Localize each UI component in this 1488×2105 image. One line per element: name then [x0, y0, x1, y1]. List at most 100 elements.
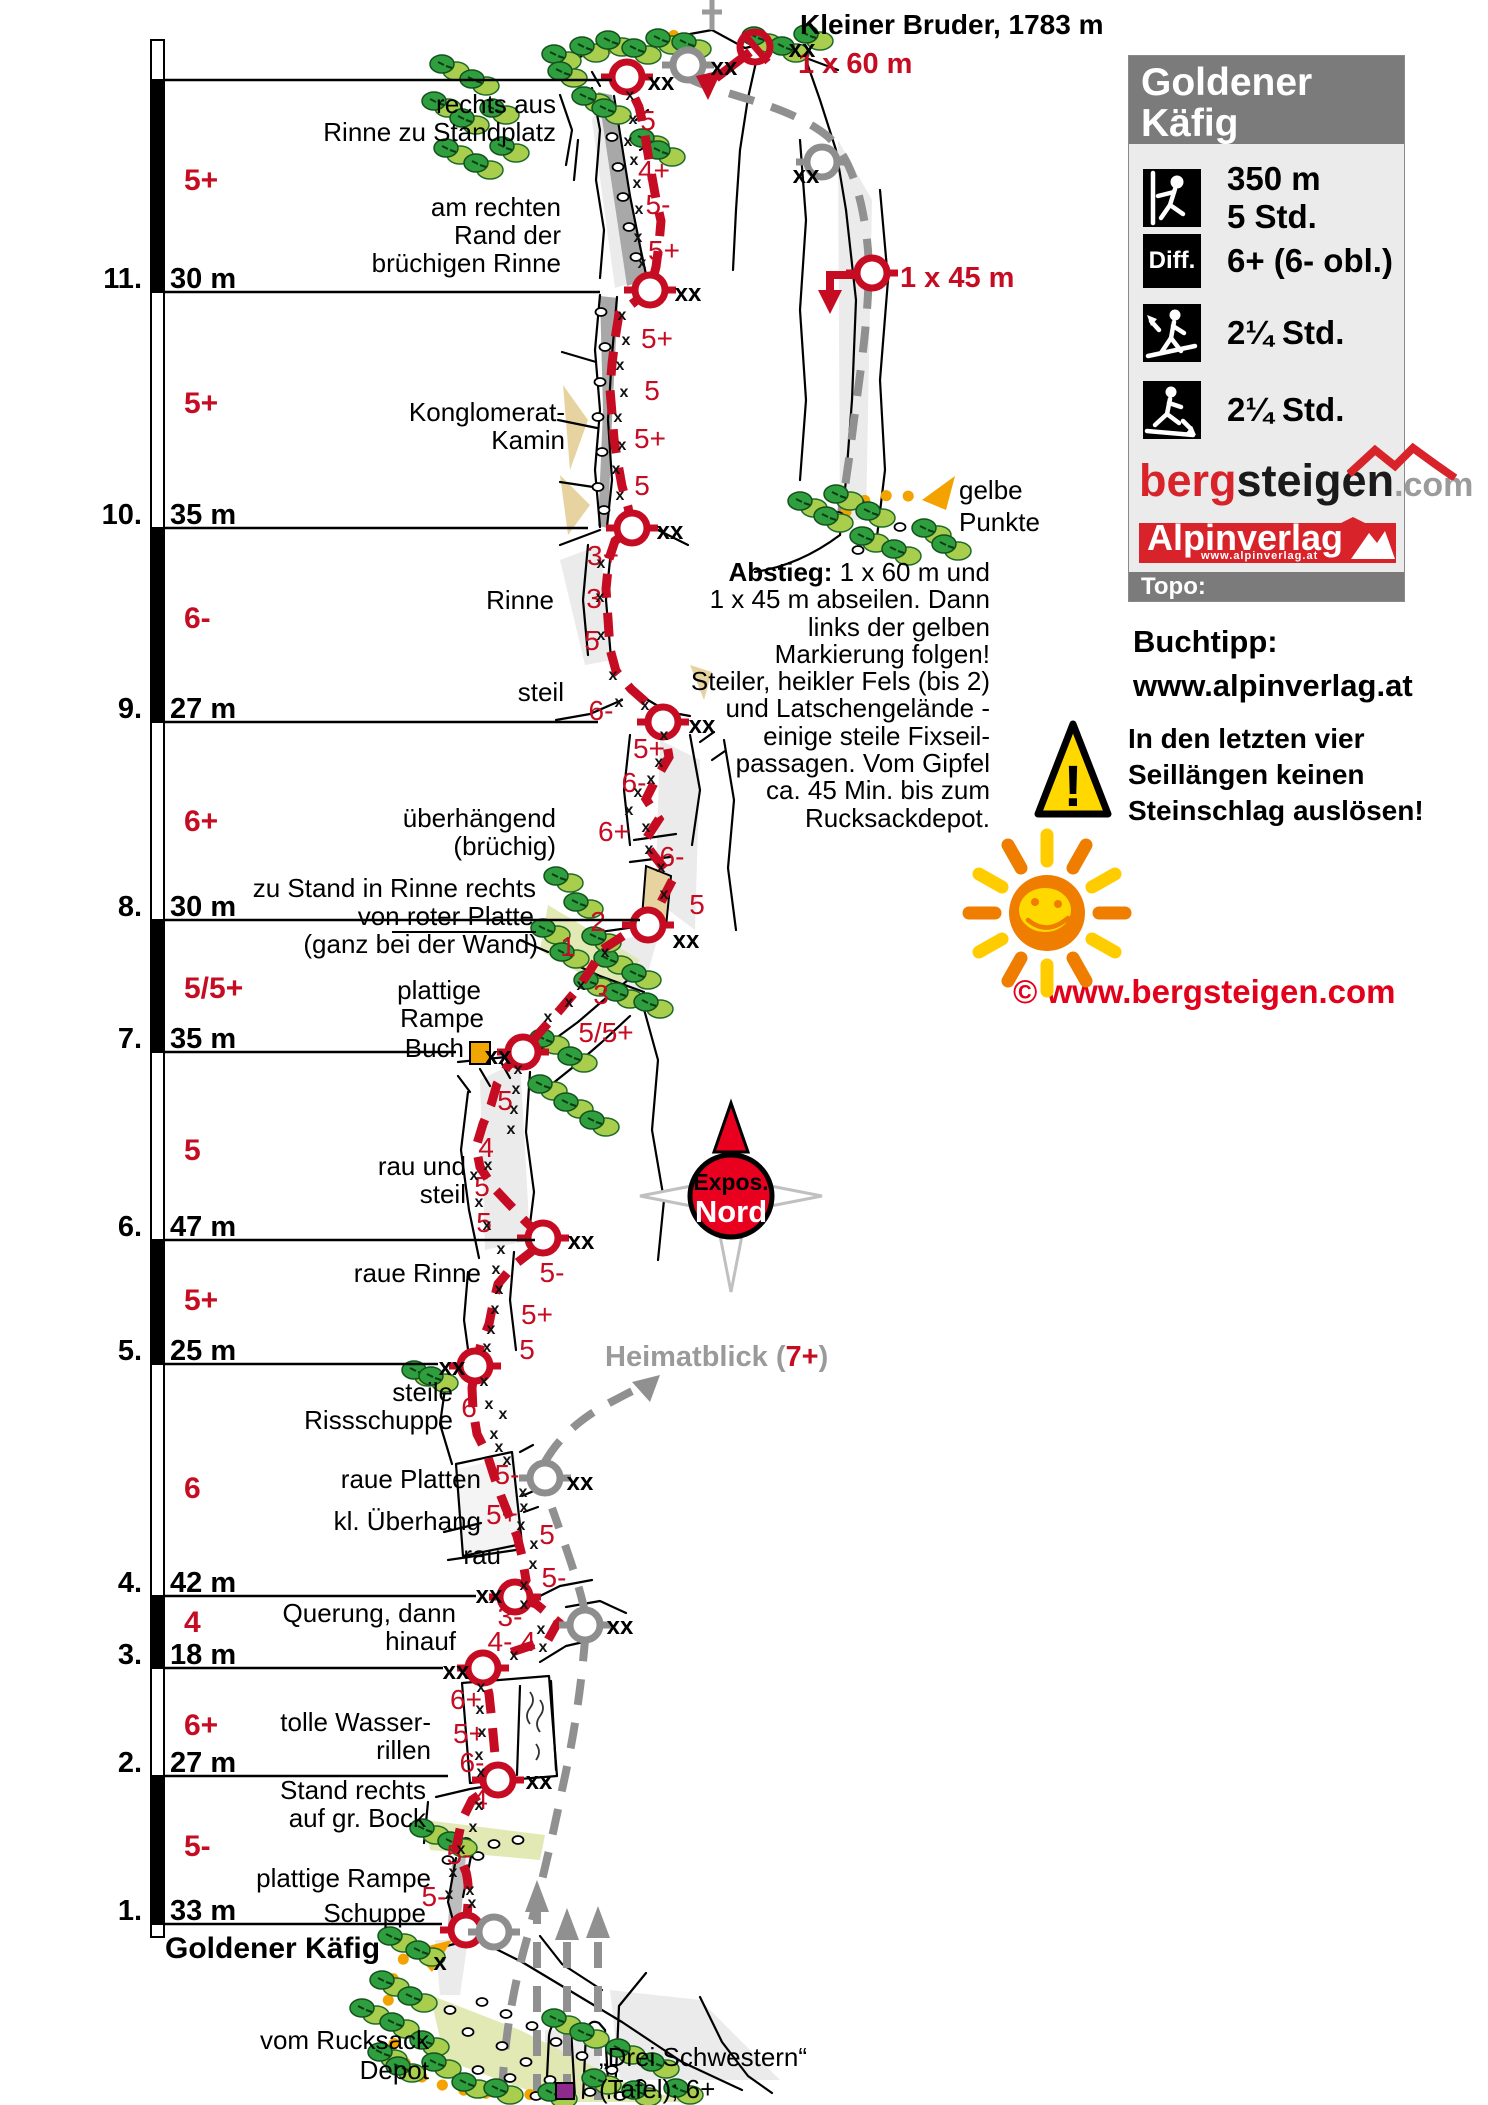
- bush-detail: [571, 899, 587, 907]
- bolt-mark: x: [475, 1194, 484, 1211]
- bolt-mark: x: [642, 819, 651, 836]
- compass-expos-label: Expos.: [693, 1169, 768, 1195]
- grade-label: 4+: [638, 155, 670, 186]
- scree-pebble: [629, 252, 643, 262]
- bolt-mark: x: [477, 1679, 486, 1696]
- bush-detail: [535, 1081, 551, 1089]
- pitch-segment: [150, 919, 165, 1053]
- bolt-mark: x: [655, 754, 664, 771]
- pitch-segment: [150, 1595, 165, 1669]
- route-label: Rand der: [454, 220, 561, 250]
- grade-label: 3: [593, 979, 609, 1010]
- pitch-grade: 4: [184, 1606, 201, 1639]
- scree-pebble: [594, 307, 608, 317]
- grade-label: 6-: [460, 1747, 485, 1778]
- abseil-ring-icon: [475, 1913, 513, 1951]
- belay-anchor-icon: [608, 58, 646, 96]
- bush-detail: [551, 873, 567, 881]
- bolt-mark: x: [492, 1261, 501, 1278]
- scree-pebble: [593, 377, 607, 387]
- route-label: hinauf: [385, 1626, 457, 1656]
- grade-label: 5-: [646, 189, 671, 220]
- scree-pebble: [487, 1839, 501, 1849]
- bush-detail: [429, 2059, 445, 2067]
- bolt-mark: x: [499, 1406, 508, 1423]
- summit-book-icon: [469, 1041, 491, 1065]
- bolt-mark: x: [487, 1321, 496, 1338]
- pitch-number: 8.: [118, 891, 142, 923]
- bush-detail: [393, 2063, 409, 2071]
- scree-pebble: [595, 447, 609, 457]
- diff-label: Diff.: [1148, 247, 1196, 274]
- bolt-pair-label: xx: [526, 1768, 553, 1795]
- grade-label: 5+: [641, 323, 673, 354]
- bolt-mark: x: [475, 1797, 484, 1814]
- compass: Expos. Nord: [639, 1098, 823, 1293]
- route-label: gelbe: [959, 475, 1023, 505]
- route-label: Kamin: [491, 425, 565, 455]
- grade-label: 5: [539, 1519, 555, 1550]
- scree-pebble: [519, 2057, 533, 2067]
- bolt-mark: x: [445, 1886, 454, 1903]
- route-label: zu Stand in Rinne rechts: [253, 873, 536, 903]
- buchtipp-block: Buchtipp: www.alpinverlag.at: [1133, 620, 1413, 708]
- pitch-segment: [150, 1667, 165, 1777]
- bolt-mark: x: [638, 255, 647, 272]
- grade-label: 3-: [498, 1601, 523, 1632]
- route-label: brüchigen Rinne: [372, 248, 561, 278]
- bush-detail: [653, 147, 669, 155]
- alpinverlag-logo: Alpinverlag www.alpinverlag.at: [1139, 517, 1396, 565]
- scree-pebble: [443, 2005, 457, 2015]
- gelbe-punkte-arrow-icon: [922, 476, 955, 510]
- scree-pebble: [583, 2087, 597, 2097]
- bush-detail: [497, 143, 513, 151]
- grade-label: 5: [584, 625, 600, 656]
- difficulty-icon: Diff.: [1143, 234, 1201, 288]
- pitch-grade: 5: [184, 1134, 201, 1167]
- compass-north-arrow: [711, 1098, 751, 1154]
- grade-label: 5+: [648, 235, 680, 266]
- bolt-mark: x: [457, 1841, 466, 1858]
- pitch-grade: 5+: [184, 387, 218, 420]
- bolt-mark: x: [470, 1167, 479, 1184]
- bush-detail: [821, 513, 837, 521]
- route-label: kl. Überhang: [334, 1506, 481, 1536]
- bolt-mark: x: [647, 771, 656, 788]
- bolt-pair-label: xx: [567, 1469, 594, 1496]
- bolt-mark: x: [609, 667, 618, 684]
- abseil-ring-icon: [566, 1606, 604, 1644]
- pitch-grade: 6+: [184, 1709, 218, 1742]
- bolt-mark: x: [495, 1281, 504, 1298]
- pitch-grade: 5/5+: [184, 972, 243, 1005]
- grade-label: 2: [590, 906, 606, 937]
- bush-detail: [641, 999, 657, 1007]
- climbing-route-line: [451, 75, 679, 1929]
- grade-label: 5: [644, 375, 660, 406]
- sun-icon: [962, 828, 1132, 998]
- bush-detail: [429, 98, 445, 106]
- bolt-mark: x: [625, 802, 634, 819]
- route-label: Punkte: [959, 507, 1040, 537]
- bolt-mark: x: [514, 1061, 523, 1078]
- route-label: rillen: [376, 1735, 431, 1765]
- grade-label: 5: [634, 470, 650, 501]
- grade-label: 5-: [447, 1839, 472, 1870]
- bolt-mark: x: [577, 977, 586, 994]
- brand-tld: .com: [1394, 466, 1474, 504]
- bolt-mark: x: [495, 1439, 504, 1456]
- heimatblick-post: ): [819, 1341, 829, 1373]
- abseil-length-label: 1 x 45 m: [900, 262, 1014, 294]
- grade-label: 5: [519, 1334, 535, 1365]
- info-row-approach: 2¼ Std.: [1143, 304, 1344, 362]
- grade-label: 5+: [486, 1499, 518, 1530]
- info-row-descent: 2¼ Std.: [1143, 381, 1344, 439]
- bush-detail: [831, 491, 847, 499]
- bolt-mark: x: [520, 1499, 529, 1516]
- bolt-pair-label: xx: [485, 1043, 512, 1070]
- bolt-mark: x: [618, 437, 627, 454]
- grade-label: 5: [497, 1085, 513, 1116]
- scree-pebble: [461, 2027, 475, 2037]
- abseil-ring-icon: [669, 46, 707, 84]
